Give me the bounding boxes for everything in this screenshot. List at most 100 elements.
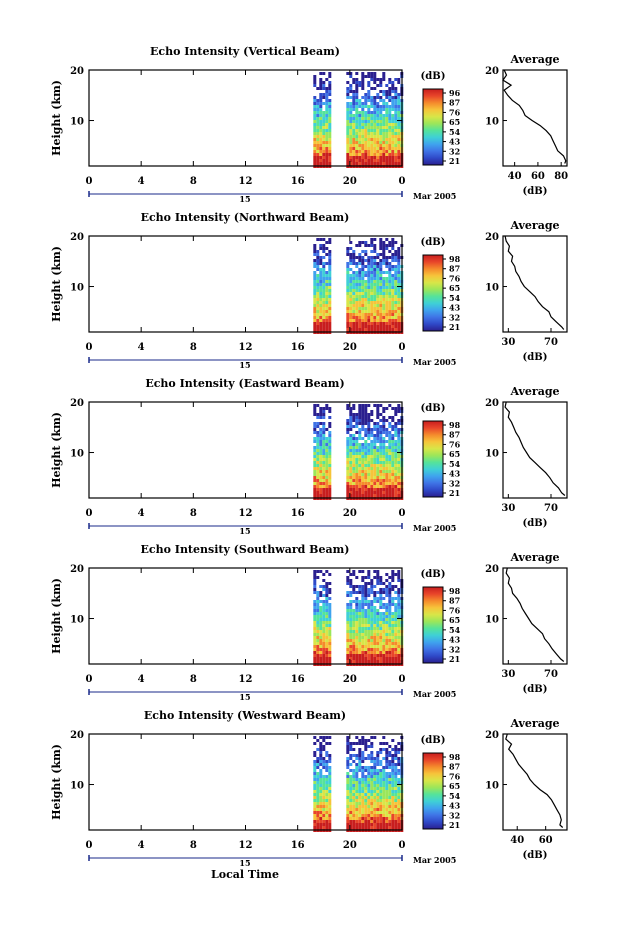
heatmap-cell [373, 802, 377, 805]
heatmap-cell [313, 328, 317, 331]
heatmap-cell [316, 645, 320, 648]
heatmap-cell [364, 156, 368, 159]
heatmap-cell [325, 283, 329, 286]
heatmap-cell [361, 597, 365, 600]
heatmap-cell [394, 289, 398, 292]
heatmap-cell [391, 624, 395, 627]
heatmap-cell [367, 805, 371, 808]
heatmap-cell [370, 745, 374, 748]
heatmap-cell [328, 262, 332, 265]
heatmap-cell [358, 455, 362, 458]
x-tick-label: 0 [86, 342, 93, 353]
heatmap-cell [364, 150, 368, 153]
heatmap-cell [379, 793, 383, 796]
heatmap-cell [388, 289, 392, 292]
heatmap-cell [355, 766, 359, 769]
heatmap-cell [358, 138, 362, 141]
heatmap-cell [313, 78, 317, 81]
heatmap-cell [373, 479, 377, 482]
heatmap-cell [319, 280, 323, 283]
heatmap-cell [370, 778, 374, 781]
heatmap-cell [346, 476, 350, 479]
heatmap-cell [370, 781, 374, 784]
heatmap-cell [319, 790, 323, 793]
heatmap-cell [349, 811, 353, 814]
heatmap-cell [358, 253, 362, 256]
x-tick-label: 0 [399, 674, 406, 685]
heatmap-cell [322, 621, 326, 624]
heatmap-cell [355, 763, 359, 766]
heatmap-cell [397, 81, 401, 84]
heatmap-cell [313, 310, 317, 313]
heatmap-cell [358, 820, 362, 823]
heatmap-cell [394, 105, 398, 108]
heatmap-cell [313, 470, 317, 473]
heatmap-cell [388, 250, 392, 253]
heatmap-cell [397, 325, 401, 328]
heatmap-cell [313, 609, 317, 612]
heatmap-cell [373, 491, 377, 494]
heatmap-cell [319, 781, 323, 784]
heatmap-cell [328, 295, 332, 298]
heatmap-cell [325, 648, 329, 651]
heatmap-cell [379, 479, 383, 482]
heatmap-cell [352, 482, 356, 485]
heatmap-cell [373, 805, 377, 808]
heatmap-cell [352, 639, 356, 642]
heatmap-cell [355, 657, 359, 660]
heatmap-cell [376, 808, 380, 811]
heatmap-cell [322, 479, 326, 482]
heatmap-cell [361, 479, 365, 482]
heatmap-cell [397, 470, 401, 473]
heatmap-cell [316, 781, 320, 784]
heatmap-cell [361, 307, 365, 310]
heatmap-cell [364, 413, 368, 416]
heatmap-cell [397, 132, 401, 135]
heatmap-cell [388, 132, 392, 135]
heatmap-cell [397, 796, 401, 799]
heatmap-cell [355, 597, 359, 600]
heatmap-cell [316, 799, 320, 802]
heatmap-cell [346, 322, 350, 325]
heatmap-cell [328, 443, 332, 446]
heatmap-cell [349, 259, 353, 262]
y-tick-label: 10 [70, 117, 84, 128]
heatmap-cell [325, 117, 329, 120]
heatmap-cell [346, 138, 350, 141]
heatmap-cell [385, 609, 389, 612]
heatmap-cell [373, 482, 377, 485]
heatmap-cell [397, 153, 401, 156]
heatmap-cell [361, 458, 365, 461]
heatmap-cell [382, 766, 386, 769]
heatmap-cell [322, 639, 326, 642]
heatmap-cell [397, 316, 401, 319]
heatmap-cell [346, 262, 350, 265]
heatmap-cell [325, 271, 329, 274]
heatmap-cell [397, 588, 401, 591]
heatmap-cell [355, 449, 359, 452]
heatmap-cell [328, 636, 332, 639]
heatmap-cell [361, 437, 365, 440]
heatmap-cell [358, 612, 362, 615]
heatmap-cell [361, 138, 365, 141]
heatmap-cell [364, 105, 368, 108]
heatmap-cell [316, 618, 320, 621]
heatmap-cell [325, 304, 329, 307]
heatmap-cell [385, 117, 389, 120]
heatmap-cell [388, 648, 392, 651]
heatmap-cell [364, 591, 368, 594]
heatmap-cell [352, 591, 356, 594]
heatmap-cell [364, 470, 368, 473]
heatmap-cell [388, 760, 392, 763]
heatmap-cell [316, 757, 320, 760]
heatmap-cell [358, 790, 362, 793]
heatmap-cell [319, 594, 323, 597]
heatmap-cell [394, 316, 398, 319]
heatmap-cell [328, 150, 332, 153]
heatmap-cell [328, 129, 332, 132]
heatmap-cell [355, 256, 359, 259]
heatmap-cell [373, 811, 377, 814]
heatmap-cell [370, 259, 374, 262]
heatmap-cell [373, 476, 377, 479]
heatmap-cell [313, 431, 317, 434]
